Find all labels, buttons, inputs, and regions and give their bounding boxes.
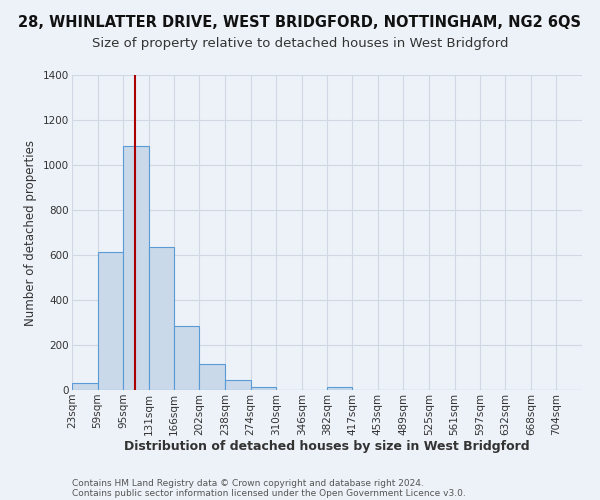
Text: Contains public sector information licensed under the Open Government Licence v3: Contains public sector information licen… [72, 488, 466, 498]
Bar [72, 383, 98, 390]
Text: Contains HM Land Registry data © Crown copyright and database right 2024.: Contains HM Land Registry data © Crown c… [72, 478, 424, 488]
Bar [199, 364, 225, 390]
Y-axis label: Number of detached properties: Number of detached properties [25, 140, 37, 326]
Bar [149, 247, 174, 390]
Bar [328, 386, 352, 390]
Bar [98, 252, 123, 390]
Text: 28 WHINLATTER DRIVE: 112sqm
← 41% of detached houses are smaller (1,154)
59% of : 28 WHINLATTER DRIVE: 112sqm ← 41% of det… [0, 499, 1, 500]
Text: Size of property relative to detached houses in West Bridgford: Size of property relative to detached ho… [92, 38, 508, 51]
Bar [123, 146, 149, 390]
Bar [225, 380, 251, 390]
Bar [174, 326, 199, 390]
Bar [251, 386, 276, 390]
X-axis label: Distribution of detached houses by size in West Bridgford: Distribution of detached houses by size … [124, 440, 530, 454]
Text: 28, WHINLATTER DRIVE, WEST BRIDGFORD, NOTTINGHAM, NG2 6QS: 28, WHINLATTER DRIVE, WEST BRIDGFORD, NO… [19, 15, 581, 30]
